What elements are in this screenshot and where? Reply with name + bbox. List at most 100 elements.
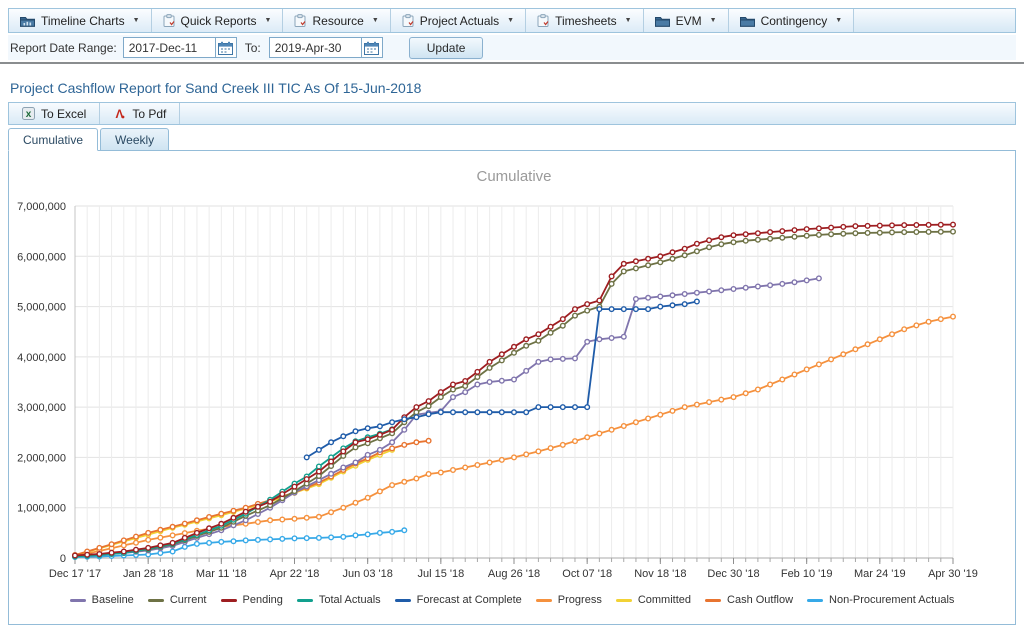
menubar-item-timeline-charts[interactable]: Timeline Charts ▼ [9, 9, 152, 32]
separator-line [0, 62, 1024, 64]
legend-item-pending[interactable]: Pending [220, 594, 283, 606]
legend-swatch [705, 598, 722, 602]
legend-item-committed[interactable]: Committed [615, 594, 691, 606]
legend-swatch [220, 598, 237, 602]
svg-text:Jul 15 '18: Jul 15 '18 [417, 568, 464, 580]
export-toolbar: x To Excel Λ To Pdf [8, 102, 1016, 125]
svg-text:1,000,000: 1,000,000 [17, 503, 66, 515]
svg-text:Dec 17 '17: Dec 17 '17 [49, 568, 101, 580]
svg-text:x: x [26, 109, 32, 120]
svg-text:6,000,000: 6,000,000 [17, 251, 66, 263]
from-date-calendar-button[interactable] [214, 37, 237, 58]
page-title: Project Cashflow Report for Sand Creek I… [10, 80, 422, 96]
main-menubar: Timeline Charts ▼ Quick Reports ▼ Resource ▼ P… [8, 8, 1016, 33]
legend-item-cash-outflow[interactable]: Cash Outflow [705, 594, 793, 606]
date-range-label: Report Date Range: [10, 40, 117, 55]
excel-icon: x [22, 107, 35, 120]
legend-swatch [147, 598, 164, 602]
svg-text:Cumulative: Cumulative [476, 168, 551, 185]
chart-legend: Baseline Current Pending Total Actuals Forec… [9, 594, 1015, 606]
legend-item-progress[interactable]: Progress [535, 594, 602, 606]
update-button[interactable]: Update [408, 36, 484, 59]
legend-label: Forecast at Complete [416, 594, 522, 606]
from-date-input[interactable] [122, 37, 215, 58]
svg-text:Oct 07 '18: Oct 07 '18 [562, 568, 612, 580]
menubar-item-label: Resource [312, 13, 364, 28]
legend-swatch [615, 598, 632, 602]
to-date-input[interactable] [268, 37, 361, 58]
folder-icon [739, 15, 755, 27]
legend-label: Current [169, 594, 207, 606]
svg-text:7,000,000: 7,000,000 [17, 201, 66, 213]
chevron-down-icon: ▼ [371, 17, 379, 24]
chevron-down-icon: ▼ [507, 17, 515, 24]
menubar-item-resource[interactable]: Resource ▼ [283, 9, 391, 32]
menubar-item-timesheets[interactable]: Timesheets ▼ [526, 9, 644, 32]
menubar-item-contingency[interactable]: Contingency ▼ [728, 9, 855, 32]
cumulative-chart: 0 1,000,000 2,000,000 3,000,000 4,000,000 5,0… [17, 168, 978, 580]
svg-text:4,000,000: 4,000,000 [17, 352, 66, 364]
svg-text:Mar 24 '19: Mar 24 '19 [854, 568, 906, 580]
to-label: To: [244, 40, 261, 55]
to-pdf-label: To Pdf [132, 106, 167, 121]
calendar-icon [364, 41, 380, 55]
legend-item-forecast-at-complete[interactable]: Forecast at Complete [394, 594, 522, 606]
folder-chart-icon [20, 15, 35, 27]
clipboard-icon [163, 14, 175, 27]
chart-panel: 0 1,000,000 2,000,000 3,000,000 4,000,000 5,0… [8, 150, 1016, 625]
menubar-item-evm[interactable]: EVM ▼ [643, 9, 729, 32]
menubar-item-label: Project Actuals [419, 13, 500, 28]
svg-text:Jan 28 '18: Jan 28 '18 [123, 568, 173, 580]
clipboard-icon [294, 14, 306, 27]
to-excel-button[interactable]: x To Excel [9, 103, 101, 124]
menubar-item-label: Contingency [760, 13, 828, 28]
svg-text:0: 0 [60, 553, 66, 565]
tab-weekly[interactable]: Weekly [100, 128, 170, 151]
menubar-item-label: Timeline Charts [41, 13, 125, 28]
legend-swatch [394, 598, 411, 602]
legend-item-current[interactable]: Current [147, 594, 207, 606]
legend-label: Total Actuals [318, 594, 381, 606]
chevron-down-icon: ▼ [624, 17, 632, 24]
svg-text:Dec 30 '18: Dec 30 '18 [707, 568, 759, 580]
tab-cumulative[interactable]: Cumulative [8, 128, 99, 151]
svg-text:Nov 18 '18: Nov 18 '18 [634, 568, 686, 580]
clipboard-icon [537, 14, 549, 27]
svg-text:Λ: Λ [116, 107, 124, 120]
legend-label: Cash Outflow [727, 594, 794, 606]
legend-item-total-actuals[interactable]: Total Actuals [296, 594, 381, 606]
svg-text:5,000,000: 5,000,000 [17, 302, 66, 314]
chevron-down-icon: ▼ [132, 17, 140, 24]
svg-text:2,000,000: 2,000,000 [17, 452, 66, 464]
chart-tabs: Cumulative Weekly [8, 128, 171, 151]
svg-text:Apr 30 '19: Apr 30 '19 [928, 568, 978, 580]
legend-swatch [535, 598, 552, 602]
calendar-icon [218, 41, 234, 55]
legend-swatch [296, 598, 313, 602]
to-pdf-button[interactable]: Λ To Pdf [100, 103, 181, 124]
menubar-item-quick-reports[interactable]: Quick Reports ▼ [151, 9, 284, 32]
svg-text:Apr 22 '18: Apr 22 '18 [270, 568, 320, 580]
legend-label: Non-Procurement Actuals [829, 594, 955, 606]
to-date-calendar-button[interactable] [360, 37, 383, 58]
chevron-down-icon: ▼ [264, 17, 272, 24]
chevron-down-icon: ▼ [709, 17, 717, 24]
legend-label: Pending [242, 594, 283, 606]
pdf-icon: Λ [116, 107, 125, 120]
legend-item-non-procurement-actuals[interactable]: Non-Procurement Actuals [807, 594, 954, 606]
legend-swatch [807, 598, 824, 602]
date-range-toolbar: Report Date Range: To: [8, 35, 1016, 60]
svg-text:Feb 10 '19: Feb 10 '19 [781, 568, 833, 580]
clipboard-icon [402, 14, 414, 27]
svg-text:Aug 26 '18: Aug 26 '18 [488, 568, 540, 580]
legend-item-baseline[interactable]: Baseline [69, 594, 134, 606]
legend-label: Progress [557, 594, 602, 606]
menubar-item-label: EVM [675, 13, 702, 28]
svg-text:3,000,000: 3,000,000 [17, 402, 66, 414]
menubar-item-project-actuals[interactable]: Project Actuals ▼ [390, 9, 527, 32]
svg-text:Jun 03 '18: Jun 03 '18 [342, 568, 392, 580]
chevron-down-icon: ▼ [835, 17, 843, 24]
menubar-item-label: Timesheets [555, 13, 617, 28]
legend-label: Baseline [91, 594, 134, 606]
svg-text:Mar 11 '18: Mar 11 '18 [196, 568, 247, 580]
